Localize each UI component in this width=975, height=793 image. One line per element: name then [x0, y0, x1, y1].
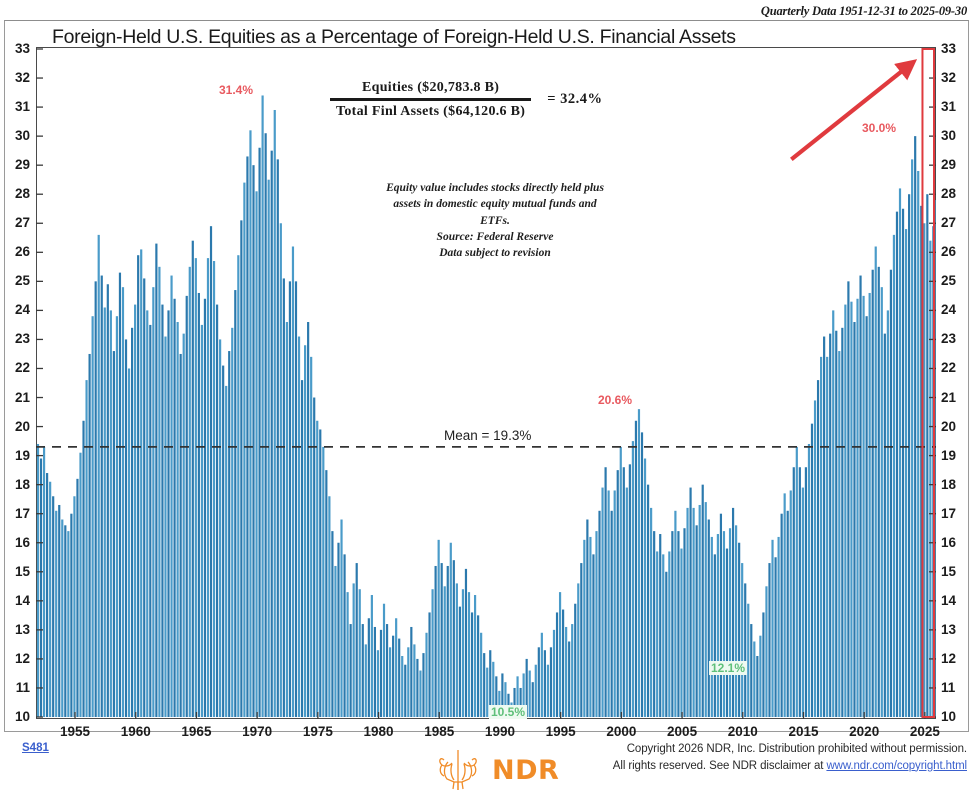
y-axis-tick-left: 26: [14, 244, 30, 260]
annotation-low-1990: 10.5%: [489, 705, 528, 719]
annotation-low-2009: 12.1%: [709, 661, 748, 675]
plot-area: [36, 47, 936, 719]
y-axis-tick-right: 24: [941, 302, 957, 318]
annotation-peak-2000: 20.6%: [598, 393, 633, 407]
x-axis-tick: 1990: [484, 724, 515, 739]
y-axis-tick-right: 13: [941, 621, 957, 637]
bar-chart-svg: [36, 48, 936, 719]
y-axis-tick-left: 30: [14, 128, 30, 144]
copyright-line-1: Copyright 2026 NDR, Inc. Distribution pr…: [626, 743, 967, 755]
y-axis-tick-right: 22: [941, 360, 957, 376]
x-axis-tick: 2020: [849, 724, 880, 739]
y-axis-tick-right: 33: [941, 41, 957, 56]
x-axis-tick: 1995: [545, 724, 576, 739]
y-axis-tick-left: 15: [14, 563, 30, 579]
x-axis-tick: 1975: [302, 724, 333, 739]
y-axis-tick-right: 32: [941, 70, 957, 86]
source-note: Equity value includes stocks directly he…: [380, 180, 610, 262]
y-axis-tick-left: 11: [15, 679, 30, 695]
x-axis-tick: 2025: [909, 724, 940, 739]
y-axis-tick-left: 19: [14, 447, 30, 463]
y-axis-tick-right: 11: [941, 679, 956, 695]
y-axis-tick-right: 15: [941, 563, 957, 579]
y-axis-tick-right: 26: [941, 244, 957, 260]
ram-icon: [439, 750, 477, 790]
ndr-logo: NDR: [430, 748, 559, 792]
x-axis-tick: 1965: [181, 724, 212, 739]
y-axis-tick-left: 18: [14, 476, 30, 492]
note-line-3: Source: Federal Reserve: [436, 230, 554, 243]
annotation-recent-high: 30.0%: [862, 121, 897, 135]
x-axis-tick: 2015: [788, 724, 819, 739]
y-axis-tick-left: 10: [14, 709, 30, 724]
annotation-mean: Mean = 19.3%: [444, 428, 532, 443]
note-line-1: Equity value includes stocks directly he…: [386, 182, 604, 194]
x-axis-tick: 2005: [667, 724, 698, 739]
y-axis-tick-left: 22: [14, 360, 30, 376]
y-axis-tick-right: 18: [941, 476, 957, 492]
y-axis-tick-left: 27: [14, 215, 30, 231]
y-axis-tick-left: 17: [14, 505, 30, 521]
y-axis-tick-left: 32: [14, 70, 30, 86]
y-axis-tick-right: 23: [941, 331, 957, 347]
formula-block: Equities ($20,783.8 B) Total Finl Assets…: [330, 80, 603, 120]
y-axis-tick-left: 31: [14, 99, 30, 115]
formula-result: = 32.4%: [547, 91, 603, 108]
note-line-2: assets in domestic equity mutual funds a…: [393, 198, 597, 227]
x-axis-tick: 2010: [727, 724, 758, 739]
y-axis-tick-left: 29: [14, 157, 30, 173]
y-axis-tick-right: 25: [941, 273, 957, 289]
ndr-wordmark: NDR: [492, 754, 560, 786]
y-axis-tick-left: 13: [14, 621, 30, 637]
y-axis-tick-left: 23: [14, 331, 30, 347]
y-axis-tick-left: 24: [14, 302, 30, 318]
y-axis-tick-left: 21: [14, 389, 30, 405]
quarterly-data-label: Quarterly Data 1951-12-31 to 2025-09-30: [760, 4, 967, 18]
note-line-4: Data subject to revision: [439, 247, 551, 260]
copyright-block: Copyright 2026 NDR, Inc. Distribution pr…: [613, 741, 967, 774]
copyright-link[interactable]: www.ndr.com/copyright.html: [826, 759, 967, 772]
chart-id-link[interactable]: S481: [22, 742, 49, 754]
formula-denominator: Total Finl Assets ($64,120.6 B): [336, 103, 526, 119]
y-axis-tick-left: 20: [14, 418, 30, 434]
y-axis-tick-left: 28: [14, 186, 30, 202]
x-axis-tick: 1970: [242, 724, 273, 739]
x-axis-tick: 1985: [424, 724, 455, 739]
y-axis-tick-right: 10: [941, 709, 957, 724]
y-axis-tick-right: 19: [941, 447, 957, 463]
y-axis-tick-right: 30: [941, 128, 957, 144]
y-axis-tick-left: 25: [14, 273, 30, 289]
y-axis-tick-right: 20: [941, 418, 957, 434]
x-axis-tick: 1960: [120, 724, 151, 739]
y-axis-tick-left: 12: [14, 650, 30, 666]
y-axis-tick-right: 27: [941, 215, 957, 231]
formula-numerator: Equities ($20,783.8 B): [361, 80, 500, 95]
annotation-peak-1968: 31.4%: [219, 83, 254, 97]
copyright-line-2: All rights reserved. See NDR disclaimer …: [613, 758, 967, 775]
y-axis-tick-left: 16: [14, 534, 30, 550]
copyright-line-2-text: All rights reserved. See NDR disclaimer …: [612, 759, 827, 772]
y-axis-tick-right: 29: [941, 157, 957, 173]
y-axis-tick-left: 33: [14, 41, 30, 56]
y-axis-tick-right: 21: [941, 389, 957, 405]
y-axis-tick-right: 17: [941, 505, 957, 521]
y-axis-tick-right: 14: [941, 592, 957, 608]
page-title: Foreign-Held U.S. Equities as a Percenta…: [52, 26, 736, 48]
x-axis-tick: 1955: [59, 724, 91, 739]
formula-divider: [330, 98, 532, 101]
x-axis-tick: 2000: [606, 724, 637, 739]
y-axis-tick-right: 31: [941, 99, 957, 115]
y-axis-tick-right: 16: [941, 534, 957, 550]
y-axis-tick-left: 14: [14, 592, 30, 608]
y-axis-tick-right: 12: [941, 650, 957, 666]
x-axis-tick: 1980: [363, 724, 394, 739]
y-axis-tick-right: 28: [941, 186, 957, 202]
